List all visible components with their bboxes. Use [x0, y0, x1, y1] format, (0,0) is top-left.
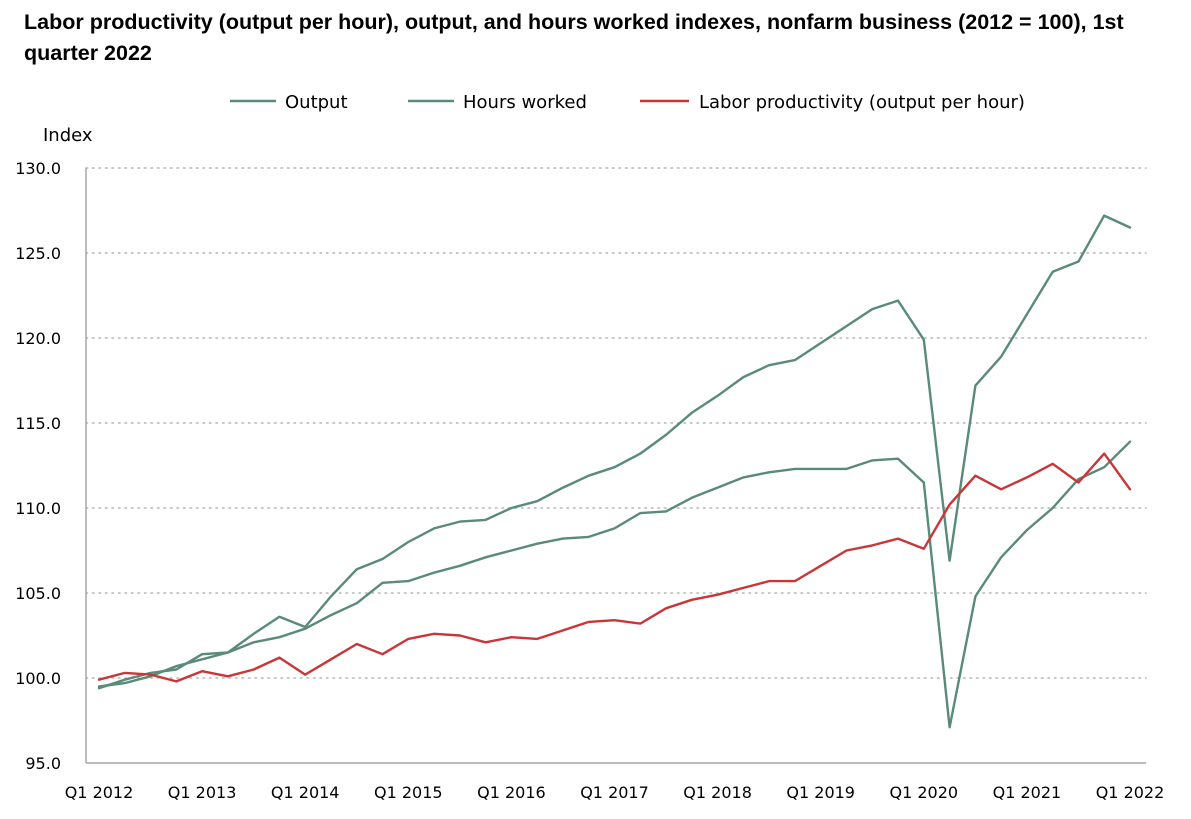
- x-tick-label: Q1 2021: [993, 783, 1062, 802]
- x-tick-label: Q1 2015: [374, 783, 443, 802]
- y-tick-label: 125.0: [15, 244, 61, 263]
- y-tick-label: 100.0: [15, 669, 61, 688]
- series-line-hours-worked: [97, 440, 1132, 729]
- x-tick-label: Q1 2016: [477, 783, 546, 802]
- series-line-output: [97, 214, 1132, 690]
- y-tick-label: 120.0: [15, 329, 61, 348]
- legend-label: Output: [285, 92, 348, 113]
- x-tick-labels: Q1 2012 Q1 2013 Q1 2014 Q1 2015 Q1 2016 Q1 20…: [65, 783, 1165, 802]
- y-tick-label: 95.0: [25, 754, 61, 773]
- y-axis-label: Index: [43, 125, 93, 146]
- y-tick-label: 130.0: [15, 159, 61, 178]
- x-tick-label: Q1 2014: [271, 783, 340, 802]
- legend: Output Hours worked Labor productivity (ou…: [230, 92, 1025, 113]
- grid-lines: [85, 167, 1147, 679]
- x-tick-label: Q1 2017: [580, 783, 649, 802]
- axes: [85, 168, 1146, 764]
- y-tick-label: 110.0: [15, 499, 61, 518]
- x-tick-label: Q1 2018: [683, 783, 752, 802]
- x-tick-label: Q1 2013: [168, 783, 237, 802]
- x-tick-label: Q1 2012: [65, 783, 134, 802]
- y-tick-labels: 95.0 100.0 105.0 110.0 115.0 120.0 125.0 130.0: [15, 159, 61, 773]
- series-lines: [97, 214, 1132, 729]
- legend-label: Labor productivity (output per hour): [699, 92, 1025, 113]
- x-tick-label: Q1 2019: [786, 783, 855, 802]
- x-tick-label: Q1 2020: [890, 783, 959, 802]
- chart-title: Labor productivity (output per hour), ou…: [24, 10, 1124, 65]
- x-tick-label: Q1 2022: [1096, 783, 1165, 802]
- series-line-labor-productivity-output-per-hour: [97, 452, 1132, 683]
- y-tick-label: 115.0: [15, 414, 61, 433]
- y-tick-label: 105.0: [15, 584, 61, 603]
- legend-label: Hours worked: [463, 92, 587, 113]
